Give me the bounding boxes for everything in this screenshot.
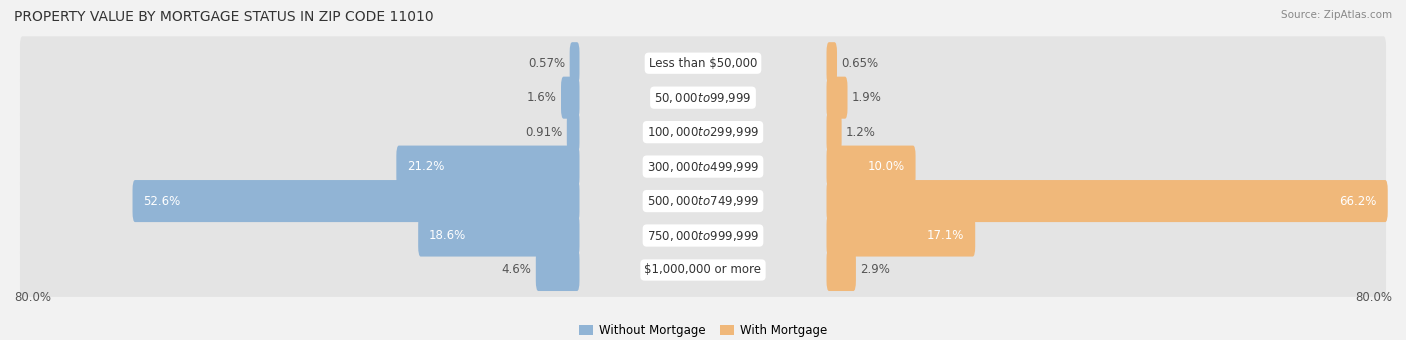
FancyBboxPatch shape bbox=[20, 71, 1386, 124]
Text: 66.2%: 66.2% bbox=[1340, 194, 1376, 207]
Text: 4.6%: 4.6% bbox=[502, 264, 531, 276]
Text: 17.1%: 17.1% bbox=[927, 229, 965, 242]
Text: 0.65%: 0.65% bbox=[841, 57, 879, 70]
Legend: Without Mortgage, With Mortgage: Without Mortgage, With Mortgage bbox=[574, 319, 832, 340]
Text: Less than $50,000: Less than $50,000 bbox=[648, 57, 758, 70]
Text: 52.6%: 52.6% bbox=[143, 194, 181, 207]
FancyBboxPatch shape bbox=[418, 215, 579, 257]
FancyBboxPatch shape bbox=[827, 42, 837, 84]
FancyBboxPatch shape bbox=[827, 215, 976, 257]
FancyBboxPatch shape bbox=[827, 111, 842, 153]
Text: 10.0%: 10.0% bbox=[868, 160, 904, 173]
Text: $500,000 to $749,999: $500,000 to $749,999 bbox=[647, 194, 759, 208]
Text: 1.6%: 1.6% bbox=[527, 91, 557, 104]
FancyBboxPatch shape bbox=[20, 174, 1386, 228]
FancyBboxPatch shape bbox=[827, 180, 1388, 222]
Text: 18.6%: 18.6% bbox=[429, 229, 467, 242]
FancyBboxPatch shape bbox=[396, 146, 579, 188]
Text: $750,000 to $999,999: $750,000 to $999,999 bbox=[647, 228, 759, 242]
Text: 80.0%: 80.0% bbox=[1355, 291, 1392, 304]
Text: $1,000,000 or more: $1,000,000 or more bbox=[644, 264, 762, 276]
FancyBboxPatch shape bbox=[20, 105, 1386, 159]
Text: 0.57%: 0.57% bbox=[529, 57, 565, 70]
Text: 80.0%: 80.0% bbox=[14, 291, 51, 304]
Text: $50,000 to $99,999: $50,000 to $99,999 bbox=[654, 91, 752, 105]
FancyBboxPatch shape bbox=[132, 180, 579, 222]
Text: 1.2%: 1.2% bbox=[846, 126, 876, 139]
FancyBboxPatch shape bbox=[561, 76, 579, 119]
FancyBboxPatch shape bbox=[536, 249, 579, 291]
FancyBboxPatch shape bbox=[20, 209, 1386, 262]
FancyBboxPatch shape bbox=[827, 249, 856, 291]
FancyBboxPatch shape bbox=[827, 76, 848, 119]
Text: 0.91%: 0.91% bbox=[526, 126, 562, 139]
Text: 2.9%: 2.9% bbox=[860, 264, 890, 276]
Text: PROPERTY VALUE BY MORTGAGE STATUS IN ZIP CODE 11010: PROPERTY VALUE BY MORTGAGE STATUS IN ZIP… bbox=[14, 10, 433, 24]
FancyBboxPatch shape bbox=[827, 146, 915, 188]
FancyBboxPatch shape bbox=[20, 243, 1386, 297]
FancyBboxPatch shape bbox=[567, 111, 579, 153]
Text: $300,000 to $499,999: $300,000 to $499,999 bbox=[647, 159, 759, 174]
Text: $100,000 to $299,999: $100,000 to $299,999 bbox=[647, 125, 759, 139]
Text: 21.2%: 21.2% bbox=[408, 160, 444, 173]
Text: Source: ZipAtlas.com: Source: ZipAtlas.com bbox=[1281, 10, 1392, 20]
Text: 1.9%: 1.9% bbox=[852, 91, 882, 104]
FancyBboxPatch shape bbox=[569, 42, 579, 84]
FancyBboxPatch shape bbox=[20, 36, 1386, 90]
FancyBboxPatch shape bbox=[20, 140, 1386, 193]
